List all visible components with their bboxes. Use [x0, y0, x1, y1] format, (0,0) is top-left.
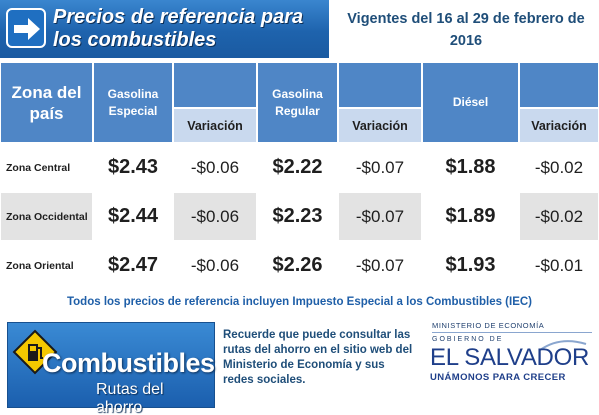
page-title: Precios de referencia para los combustib…: [53, 6, 304, 51]
price-diesel: $1.93: [422, 241, 519, 290]
price-regular: $2.22: [257, 143, 338, 192]
variation-regular: -$0.07: [338, 143, 422, 192]
variation-especial: -$0.06: [173, 192, 257, 241]
variation-header-spacer: [519, 62, 599, 108]
variation-header-especial: Variación: [173, 108, 257, 143]
price-diesel: $1.89: [422, 192, 519, 241]
variation-header-spacer: [173, 62, 257, 108]
price-especial: $2.44: [93, 192, 173, 241]
arrow-right-icon: [6, 8, 46, 48]
price-diesel: $1.88: [422, 143, 519, 192]
variation-header-spacer: [338, 62, 422, 108]
fuel-header-diesel: Diésel: [422, 62, 519, 143]
zone-name: Zona Central: [0, 143, 93, 192]
reminder-text: Recuerde que puede consultar las rutas d…: [223, 329, 413, 386]
variation-especial: -$0.06: [173, 241, 257, 290]
zone-name: Zona Occidental: [0, 192, 93, 241]
zone-name: Zona Oriental: [0, 241, 93, 290]
validity-period: Vigentes del 16 al 29 de febrero de 2016: [347, 11, 585, 49]
fuel-pump-sign-icon: [12, 329, 58, 380]
price-regular: $2.23: [257, 192, 338, 241]
variation-regular: -$0.07: [338, 192, 422, 241]
ministry-label: MINISTERIO DE ECONOMÍA: [432, 321, 545, 330]
government-logo: MINISTERIO DE ECONOMÍA GOBIERNO DE EL SA…: [418, 318, 599, 410]
variation-especial: -$0.06: [173, 143, 257, 192]
country-name: EL SALVADOR: [430, 344, 589, 371]
logo-word: Combustibles: [42, 348, 215, 378]
variation-diesel: -$0.01: [519, 241, 599, 290]
variation-regular: -$0.07: [338, 241, 422, 290]
variation-header-regular: Variación: [338, 108, 422, 143]
variation-header-diesel: Variación: [519, 108, 599, 143]
logo-subtitle: Rutas del ahorro: [96, 381, 164, 415]
divider: [432, 332, 592, 333]
fuel-header-regular: Gasolina Regular: [257, 62, 338, 143]
variation-diesel: -$0.02: [519, 143, 599, 192]
price-regular: $2.26: [257, 241, 338, 290]
price-especial: $2.47: [93, 241, 173, 290]
price-especial: $2.43: [93, 143, 173, 192]
government-label: GOBIERNO DE: [432, 336, 504, 343]
zone-header: Zona del país: [0, 62, 93, 143]
prices-table: Zona del país Gasolina Especial Variació…: [0, 62, 599, 290]
government-slogan: UNÁMONOS PARA CRECER: [430, 372, 566, 383]
header-banner: Precios de referencia para los combustib…: [0, 0, 329, 58]
tax-note: Todos los precios de referencia incluyen…: [66, 296, 533, 308]
variation-diesel: -$0.02: [519, 192, 599, 241]
swoosh-icon: [538, 338, 588, 357]
combustibles-logo: Combustibles Rutas del ahorro: [7, 322, 215, 415]
fuel-header-especial: Gasolina Especial: [93, 62, 173, 143]
